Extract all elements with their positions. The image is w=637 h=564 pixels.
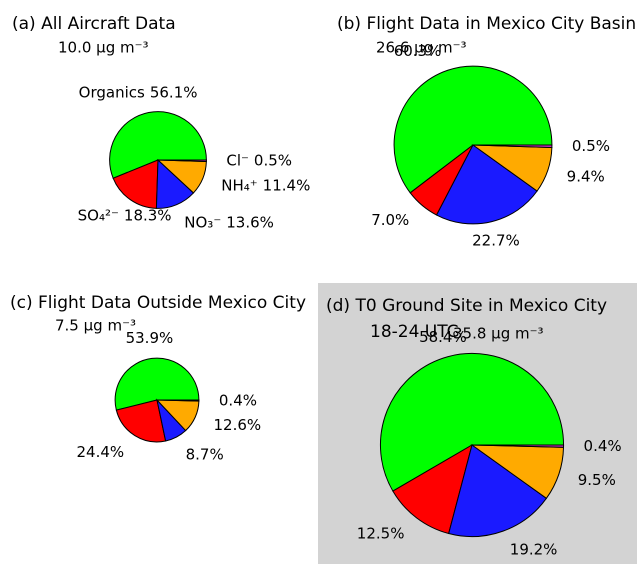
pie-slice <box>109 111 207 179</box>
value-label: 8.7% <box>186 445 224 463</box>
pie-slice <box>379 353 565 492</box>
pie-slice <box>114 357 200 411</box>
value-label: 0.5% <box>254 152 292 170</box>
pie-slice <box>157 159 207 163</box>
pie-slice <box>472 144 553 148</box>
pie-slice <box>435 144 538 225</box>
category-label: Cl⁻ <box>226 152 249 170</box>
value-label: 11.4% <box>263 176 311 194</box>
value-label: 12.6% <box>213 416 261 434</box>
value-label: 0.4% <box>584 437 622 455</box>
value-label: 60.3% <box>394 42 442 60</box>
category-label: Organics <box>79 83 145 101</box>
pie-title: (c) Flight Data Outside Mexico City <box>10 293 306 313</box>
value-label: 0.5% <box>572 137 610 155</box>
pie-title: (a) All Aircraft Data <box>12 14 176 34</box>
pie-slice <box>393 65 553 194</box>
pie-slice <box>448 444 548 538</box>
pie-title: (b) Flight Data in Mexico City Basin <box>337 14 636 34</box>
value-label: 22.7% <box>472 232 520 250</box>
total-mass: 26.6 μg m⁻³ <box>376 39 467 57</box>
pie-slice <box>156 399 200 402</box>
pie-slice <box>112 159 159 209</box>
value-label: 53.9% <box>126 329 174 347</box>
value-label: 18.3% <box>124 207 172 225</box>
value-label: 24.4% <box>77 443 125 461</box>
category-label: NO₃⁻ <box>184 214 221 232</box>
value-label: 13.6% <box>226 214 274 232</box>
value-label: 12.5% <box>357 524 405 542</box>
value-label: 19.2% <box>510 540 558 558</box>
pie-title: (d) T0 Ground Site in Mexico City <box>326 296 607 316</box>
total-mass: 7.5 μg m⁻³ <box>55 317 136 335</box>
pie-slice <box>115 399 167 443</box>
pie-subtitle: 18-24 UTC <box>370 322 459 342</box>
value-label: 9.5% <box>578 471 616 489</box>
total-mass: 10.0 μg m⁻³ <box>58 39 149 57</box>
value-label: 56.1% <box>150 83 198 101</box>
total-mass: 35.8 μg m⁻³ <box>453 325 544 343</box>
category-label: NH₄⁺ <box>221 176 257 194</box>
value-label: 9.4% <box>567 167 605 185</box>
pie-slice <box>471 444 565 448</box>
category-label: SO₄²⁻ <box>78 207 119 225</box>
value-label: 58.4% <box>419 328 467 346</box>
value-label: 7.0% <box>371 211 409 229</box>
pie-slice <box>392 443 473 535</box>
value-label: 0.4% <box>219 391 257 409</box>
